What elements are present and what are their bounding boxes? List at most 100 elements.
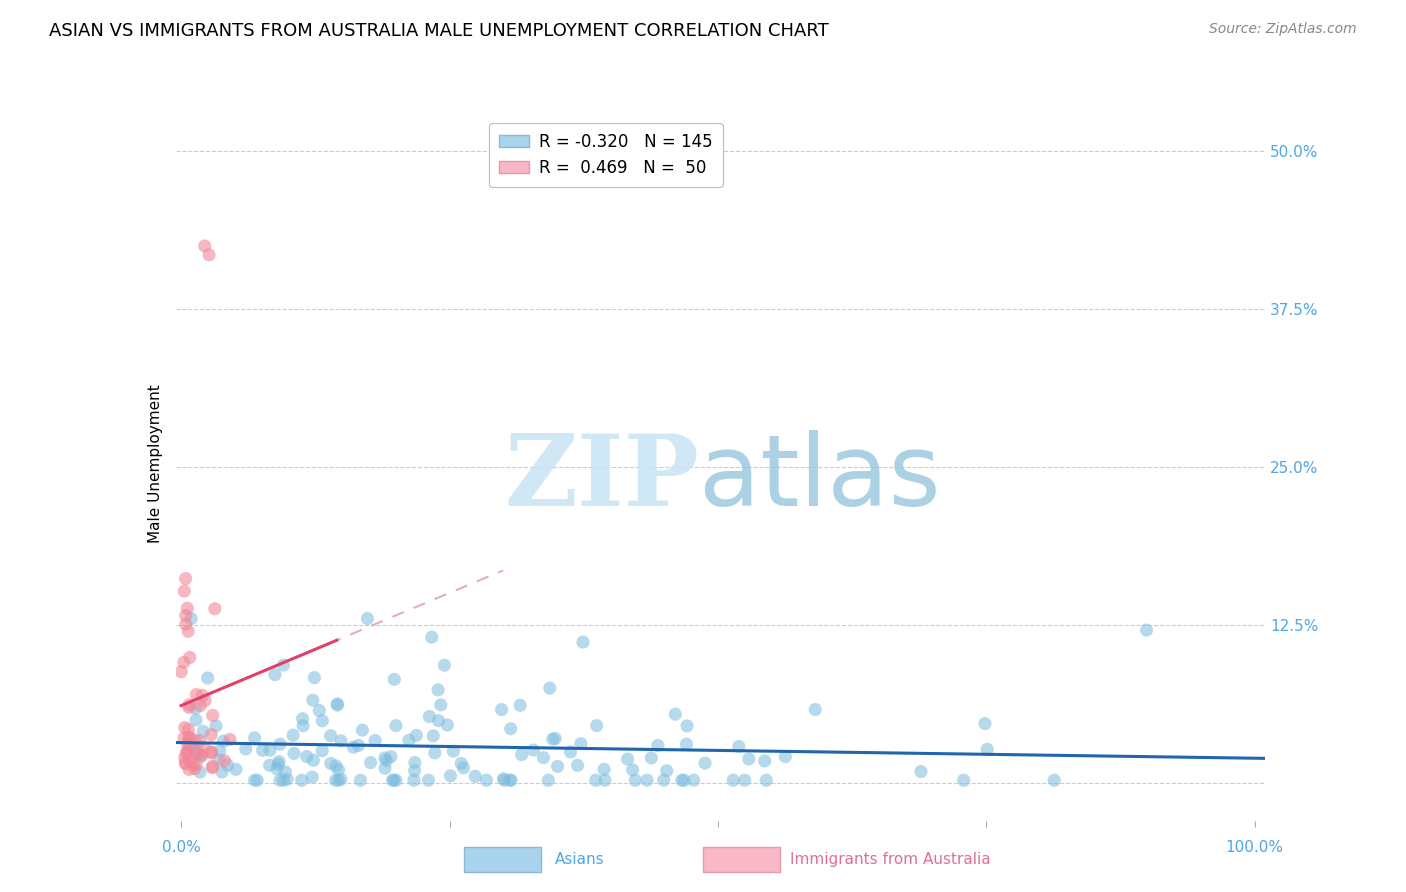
Point (191, 689, 214, 703)
Point (755, 773, 778, 788)
Point (510, 747, 533, 762)
Point (177, 700, 200, 714)
Point (328, 773, 350, 788)
Point (693, 756, 716, 771)
Point (342, 740, 364, 755)
Point (180, 611, 202, 625)
Point (276, 772, 298, 787)
Point (184, 762, 207, 776)
Point (664, 707, 686, 722)
Point (173, 656, 195, 670)
Point (176, 737, 198, 751)
Point (429, 698, 451, 712)
Point (176, 747, 198, 761)
Point (509, 698, 531, 713)
Point (181, 757, 204, 772)
Point (173, 721, 195, 735)
Y-axis label: Male Unemployment: Male Unemployment (148, 384, 163, 543)
Point (418, 709, 440, 723)
Point (173, 584, 195, 599)
Point (186, 745, 208, 759)
Point (775, 749, 797, 764)
Point (804, 702, 827, 716)
Point (179, 739, 201, 753)
Point (655, 764, 678, 778)
Point (492, 772, 515, 786)
Point (217, 758, 239, 772)
Point (214, 754, 236, 768)
Point (547, 759, 569, 773)
Point (281, 728, 304, 742)
Text: ZIP: ZIP (503, 430, 699, 526)
Point (952, 773, 974, 788)
Point (252, 743, 274, 757)
Point (593, 762, 616, 776)
Point (616, 752, 638, 766)
Point (174, 608, 197, 623)
Point (621, 763, 644, 777)
Point (522, 743, 544, 757)
Point (585, 718, 607, 732)
Point (225, 763, 247, 777)
Point (636, 773, 658, 788)
Point (676, 719, 699, 733)
Point (381, 773, 404, 788)
Point (174, 572, 197, 586)
Point (191, 724, 214, 739)
Point (179, 754, 201, 768)
Point (398, 733, 420, 747)
Point (177, 624, 200, 639)
Point (184, 757, 207, 772)
Point (197, 671, 219, 685)
Point (319, 756, 342, 771)
Point (174, 756, 197, 770)
Point (360, 756, 382, 770)
Point (374, 761, 396, 775)
Point (910, 764, 932, 779)
Point (356, 611, 378, 625)
Point (382, 673, 405, 687)
Point (188, 734, 211, 748)
Point (974, 716, 997, 731)
Point (291, 712, 314, 726)
Point (593, 773, 616, 788)
Point (499, 773, 522, 788)
Point (259, 758, 281, 772)
Point (325, 773, 347, 788)
Point (198, 248, 221, 262)
Point (976, 742, 998, 756)
Point (269, 737, 291, 751)
Point (374, 751, 396, 765)
Point (541, 732, 564, 747)
Point (190, 749, 212, 764)
Point (173, 731, 195, 746)
Point (212, 734, 235, 748)
Point (176, 744, 198, 758)
Point (201, 759, 224, 773)
Point (208, 744, 231, 758)
Point (418, 773, 440, 788)
Point (567, 758, 589, 772)
Point (441, 744, 464, 758)
Point (311, 744, 333, 758)
Point (201, 761, 224, 775)
Text: Immigrants from Australia: Immigrants from Australia (790, 853, 991, 867)
Point (624, 773, 647, 788)
Point (1043, 773, 1066, 788)
Point (491, 703, 513, 717)
Point (352, 723, 374, 737)
Point (179, 650, 201, 665)
Point (243, 731, 266, 745)
Point (754, 754, 776, 768)
Point (295, 749, 318, 764)
Point (246, 773, 269, 788)
Point (734, 773, 756, 788)
Point (304, 671, 326, 685)
Point (364, 733, 387, 747)
Text: Source: ZipAtlas.com: Source: ZipAtlas.com (1209, 22, 1357, 37)
Legend: R = -0.320   N = 145, R =  0.469   N =  50: R = -0.320 N = 145, R = 0.469 N = 50 (489, 122, 723, 186)
Point (738, 752, 761, 766)
Point (205, 719, 228, 733)
Point (464, 769, 486, 783)
Point (494, 773, 516, 788)
